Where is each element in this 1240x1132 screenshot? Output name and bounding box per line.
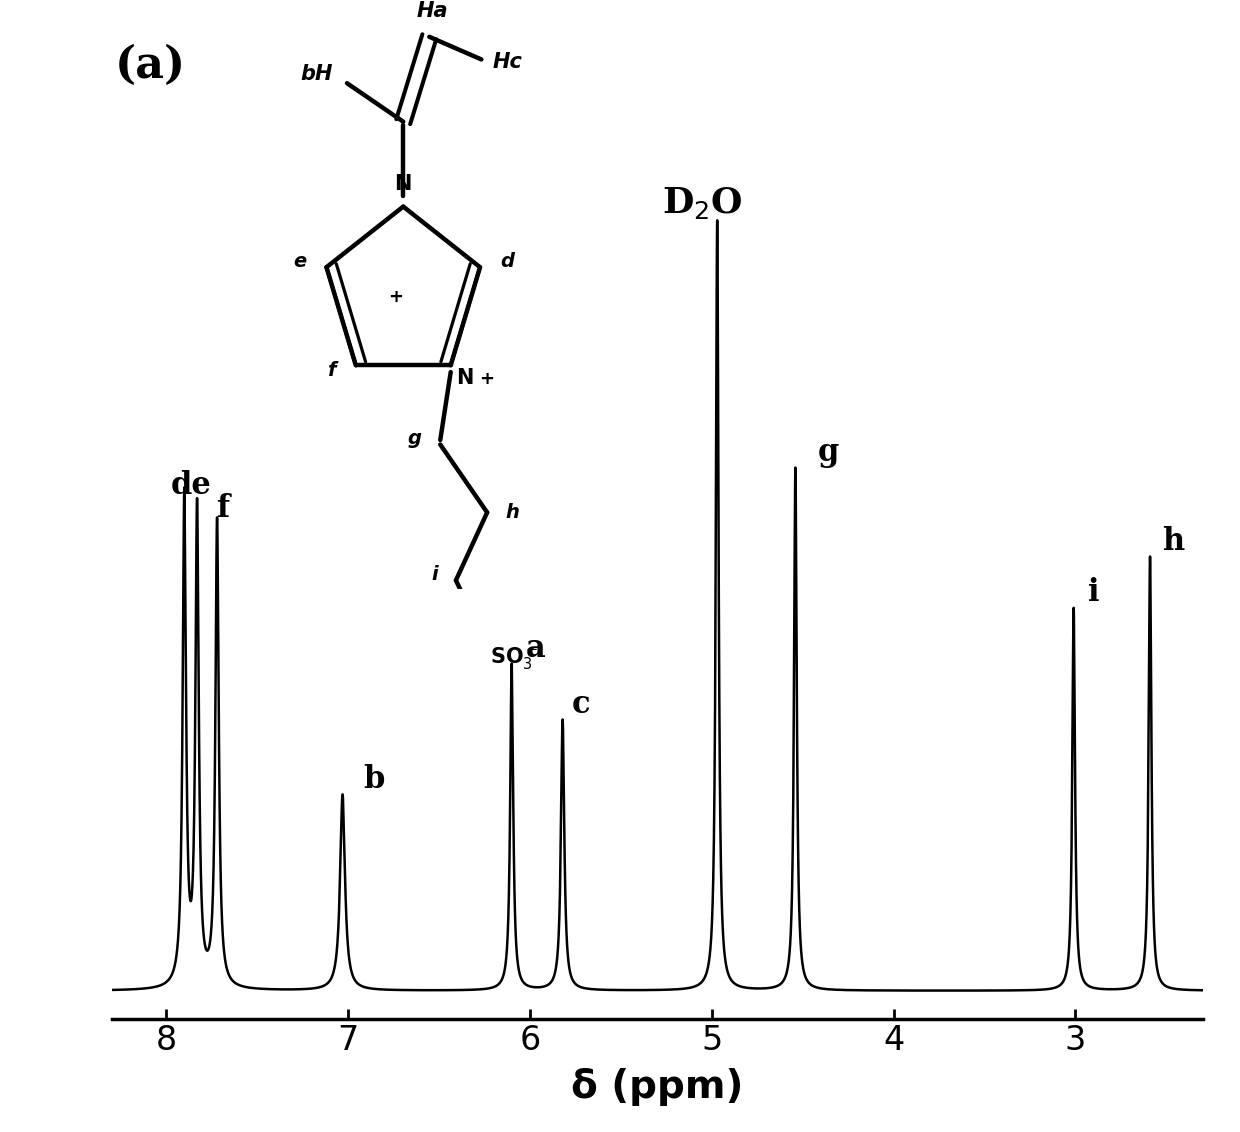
Text: g: g: [408, 429, 422, 448]
Text: e: e: [294, 252, 306, 271]
Text: h: h: [506, 503, 520, 522]
Text: N: N: [456, 368, 474, 388]
Text: (a): (a): [115, 44, 186, 87]
Text: b: b: [363, 764, 384, 795]
Text: Hc: Hc: [492, 52, 523, 72]
Text: i: i: [1087, 577, 1100, 608]
Text: +: +: [388, 289, 403, 306]
Text: SO$_3^-$: SO$_3^-$: [490, 645, 538, 671]
X-axis label: δ (ppm): δ (ppm): [570, 1067, 744, 1106]
Text: c: c: [572, 689, 590, 720]
Text: N: N: [394, 174, 412, 195]
Text: D$_2$O: D$_2$O: [662, 185, 743, 221]
Text: i: i: [432, 565, 438, 584]
Text: h: h: [1163, 525, 1185, 557]
Text: Ha: Ha: [417, 1, 448, 22]
Text: f: f: [216, 494, 229, 524]
Text: +: +: [480, 370, 495, 388]
Text: d: d: [500, 252, 513, 271]
Text: bH: bH: [300, 63, 332, 84]
Text: f: f: [327, 361, 336, 380]
Text: g: g: [817, 437, 838, 468]
Text: de: de: [171, 470, 212, 500]
Text: a: a: [526, 633, 546, 664]
